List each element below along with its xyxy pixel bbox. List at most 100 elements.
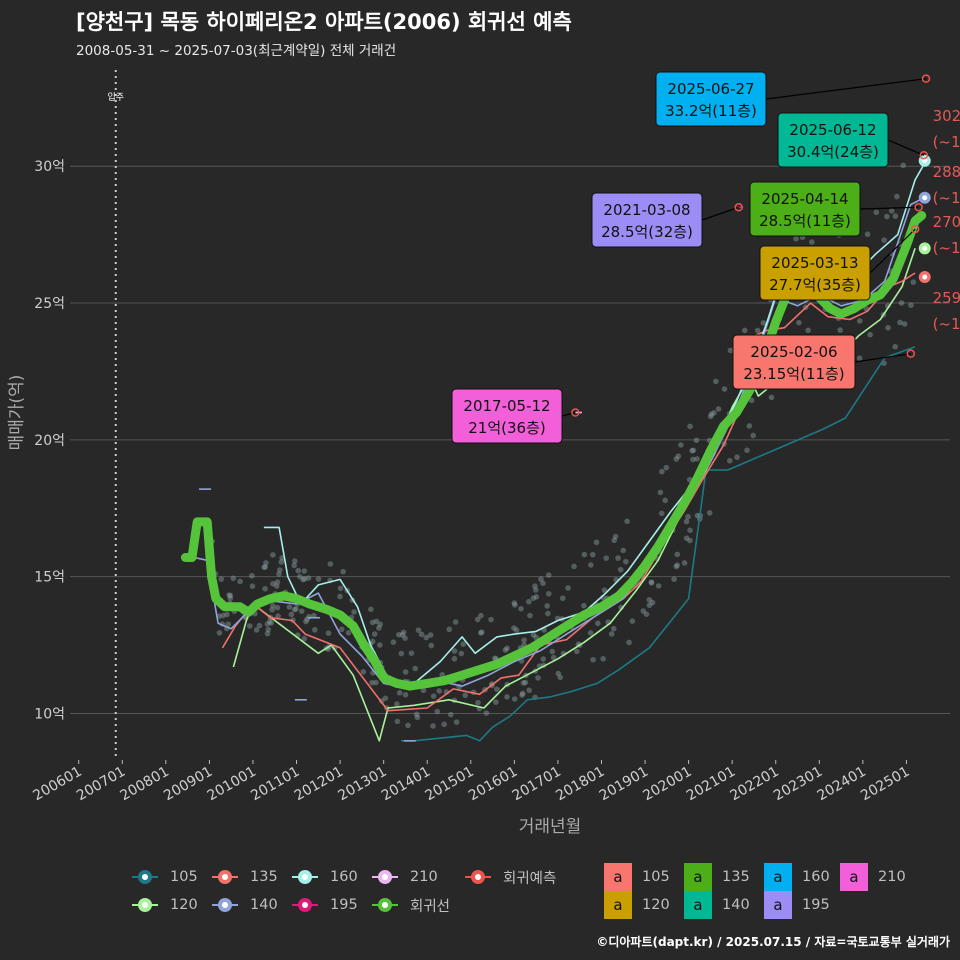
scatter-point: [296, 573, 303, 580]
x-tick-label: 201201: [292, 764, 346, 805]
forecast-value: 270,000: [933, 213, 960, 231]
scatter-point: [474, 616, 481, 623]
scatter-point: [526, 598, 532, 605]
scatter-point: [264, 630, 271, 637]
scatter-point: [530, 632, 537, 638]
scatter-point: [573, 648, 580, 655]
annotation-connector: [859, 206, 919, 210]
annotation-box: [451, 388, 563, 444]
series-line-120: [232, 248, 916, 742]
scatter-point: [264, 621, 271, 627]
scatter-point: [881, 237, 887, 243]
scatter-point: [488, 616, 494, 623]
scatter-point: [301, 576, 308, 582]
legend-item-210: 210: [370, 866, 438, 888]
scatter-point: [402, 691, 409, 698]
annotation-box: [759, 245, 871, 301]
scatter-point: [278, 559, 285, 565]
scatter-point: [617, 566, 624, 573]
legend-key: [370, 866, 400, 888]
scatter-point: [663, 464, 670, 471]
scatter-point: [901, 321, 908, 327]
scatter-point: [522, 679, 529, 686]
scatter-point: [805, 327, 811, 334]
scatter-point: [460, 641, 466, 648]
annotation-box: [777, 112, 889, 168]
scatter-point: [268, 620, 275, 626]
scatter-point: [888, 208, 895, 214]
scatter-point: [262, 564, 268, 570]
legend-item-회귀예측: 회귀예측: [463, 866, 556, 888]
scatter-point: [708, 411, 715, 417]
legend-label: 160: [802, 869, 830, 885]
legend-box-item-120: a 120: [604, 891, 670, 919]
annotation-price: 28.5억(11층): [759, 212, 851, 230]
chart-title: [양천구] 목동 하이페리온2 아파트(2006) 회귀선 예측: [76, 10, 572, 34]
move-in-label: 입주: [107, 91, 124, 103]
scatter-point: [414, 714, 421, 721]
scatter-point: [884, 213, 890, 220]
annotation-date: 2025-06-27: [667, 80, 754, 98]
annotation-box: [655, 71, 767, 127]
x-tick-label: 201101: [248, 764, 302, 805]
scatter-point: [230, 575, 237, 582]
legend-box: a: [604, 863, 632, 891]
scatter-point: [394, 718, 401, 725]
forecast-area: (~135㎡): [933, 315, 960, 333]
scatter-point: [263, 560, 269, 566]
scatter-point: [693, 437, 700, 444]
scatter-point: [646, 596, 653, 603]
scatter-point: [760, 320, 767, 326]
scatter-point: [262, 585, 268, 592]
scatter-point: [373, 679, 379, 686]
scatter-point: [458, 650, 465, 657]
scatter-point: [293, 605, 299, 612]
x-tick-label: 200901: [161, 764, 215, 805]
forecast-marker-center: [922, 245, 928, 251]
scatter-point: [623, 558, 629, 565]
scatter-point: [418, 631, 425, 638]
legend-item-140: 140: [210, 894, 278, 916]
annotation-date: 2025-02-06: [750, 343, 837, 361]
scatter-point: [867, 331, 873, 338]
scatter-point: [276, 571, 282, 577]
scatter-point: [544, 603, 551, 609]
scatter-point: [727, 347, 734, 354]
legend-label: 회귀선: [410, 898, 451, 915]
legend-box: a: [764, 863, 792, 891]
y-tick-label: 25억: [34, 296, 65, 312]
x-tick-label: 201501: [423, 764, 477, 805]
scatter-point: [640, 608, 647, 614]
scatter-point: [681, 560, 688, 566]
scatter-point: [533, 634, 539, 641]
scatter-point: [545, 610, 551, 617]
annotation-box: [749, 181, 861, 237]
scatter-point: [371, 631, 378, 637]
scatter-point: [373, 618, 380, 625]
scatter-point: [377, 642, 383, 648]
legend-label: 120: [642, 897, 670, 913]
scatter-point: [511, 696, 518, 702]
scatter-point: [707, 413, 714, 420]
x-tick-label: 202201: [727, 764, 781, 805]
scatter-point: [269, 606, 275, 613]
scatter-point: [721, 386, 728, 392]
annotation-price: 21억(36층): [468, 419, 545, 437]
scatter-point: [216, 630, 223, 636]
annotation-point: [571, 408, 580, 417]
scatter-point: [910, 279, 917, 285]
legend-label: 160: [330, 869, 358, 885]
legend-key: [130, 894, 160, 916]
scatter-point: [368, 606, 374, 613]
scatter-point: [521, 637, 527, 643]
scatter-point: [427, 632, 434, 638]
scatter-point: [588, 562, 594, 568]
legend-item-195: 195: [290, 894, 358, 916]
scatter-point: [612, 533, 619, 540]
legend-label: 105: [170, 869, 198, 885]
scatter-point: [312, 627, 318, 633]
x-tick-label: 202401: [815, 764, 869, 805]
scatter-point: [405, 722, 411, 729]
scatter-point: [305, 575, 312, 581]
scatter-point: [608, 631, 615, 637]
